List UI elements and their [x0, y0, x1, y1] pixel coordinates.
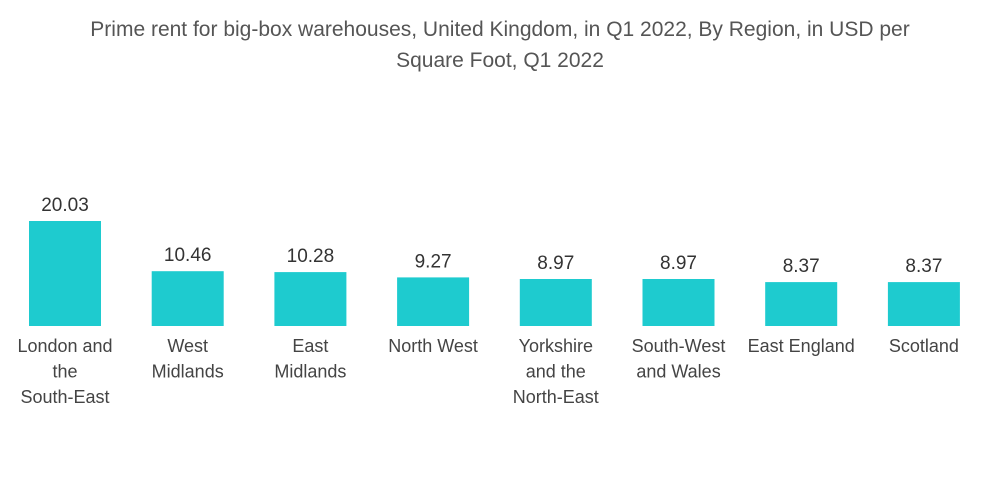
bar-value-label-4: 8.97	[537, 253, 574, 274]
category-label-6-line-0: East England	[748, 336, 855, 356]
bar-value-label-2: 10.28	[287, 246, 335, 267]
bar-group-3: 9.27 North West	[388, 251, 478, 356]
category-label-4-line-1: and the	[526, 362, 586, 382]
bar-5	[642, 279, 715, 326]
category-label-7: Scotland	[889, 336, 959, 356]
bar-7	[887, 282, 960, 326]
category-label-0-line-1: the	[52, 362, 77, 382]
bar-group-6: 8.37 East England	[748, 256, 855, 356]
bar-0	[29, 221, 101, 326]
category-label-2-line-1: Midlands	[274, 362, 346, 382]
bar-value-label-7: 8.37	[905, 256, 942, 277]
bar-group-2: 10.28 East Midlands	[274, 246, 346, 381]
bar-value-label-5: 8.97	[660, 253, 697, 274]
category-label-5-line-1: and Wales	[636, 362, 720, 382]
category-label-4-line-2: North-East	[513, 387, 599, 407]
category-label-5: South-West and Wales	[632, 336, 726, 382]
bar-1	[151, 271, 224, 326]
category-label-6: East England	[748, 336, 855, 356]
category-label-1: West Midlands	[152, 336, 224, 382]
category-label-2: East Midlands	[274, 336, 346, 382]
category-label-4-line-0: Yorkshire	[519, 336, 593, 356]
category-label-2-line-0: East	[292, 336, 328, 356]
bar-2	[274, 272, 347, 326]
chart-title-line-2: Square Foot, Q1 2022	[396, 49, 604, 72]
chart-title: Prime rent for big-box warehouses, Unite…	[0, 14, 1000, 76]
bar-group-5: 8.97 South-West and Wales	[632, 253, 726, 382]
bar-value-label-0: 20.03	[41, 195, 89, 216]
category-label-1-line-1: Midlands	[152, 362, 224, 382]
bar-value-label-3: 9.27	[415, 251, 452, 272]
category-label-7-line-0: Scotland	[889, 336, 959, 356]
bar-group-0: 20.03 London and the South-East	[17, 195, 112, 407]
bar-6	[765, 282, 838, 326]
bar-group-4: 8.97 Yorkshire and the North-East	[513, 253, 599, 407]
category-label-5-line-0: South-West	[632, 336, 726, 356]
chart-title-line-1: Prime rent for big-box warehouses, Unite…	[90, 18, 910, 41]
category-label-3-line-0: North West	[388, 336, 478, 356]
category-label-0-line-2: South-East	[20, 387, 109, 407]
category-label-0: London and the South-East	[17, 336, 112, 407]
bar-value-label-6: 8.37	[783, 256, 820, 277]
bar-4	[519, 279, 592, 326]
bar-value-label-1: 10.46	[164, 245, 212, 266]
bar-3	[397, 277, 470, 326]
category-label-4: Yorkshire and the North-East	[513, 336, 599, 407]
category-label-1-line-0: West	[167, 336, 208, 356]
category-label-0-line-0: London and	[17, 336, 112, 356]
category-label-3: North West	[388, 336, 478, 356]
bar-group-7: 8.37 Scotland	[887, 256, 960, 356]
bar-group-1: 10.46 West Midlands	[152, 245, 224, 381]
